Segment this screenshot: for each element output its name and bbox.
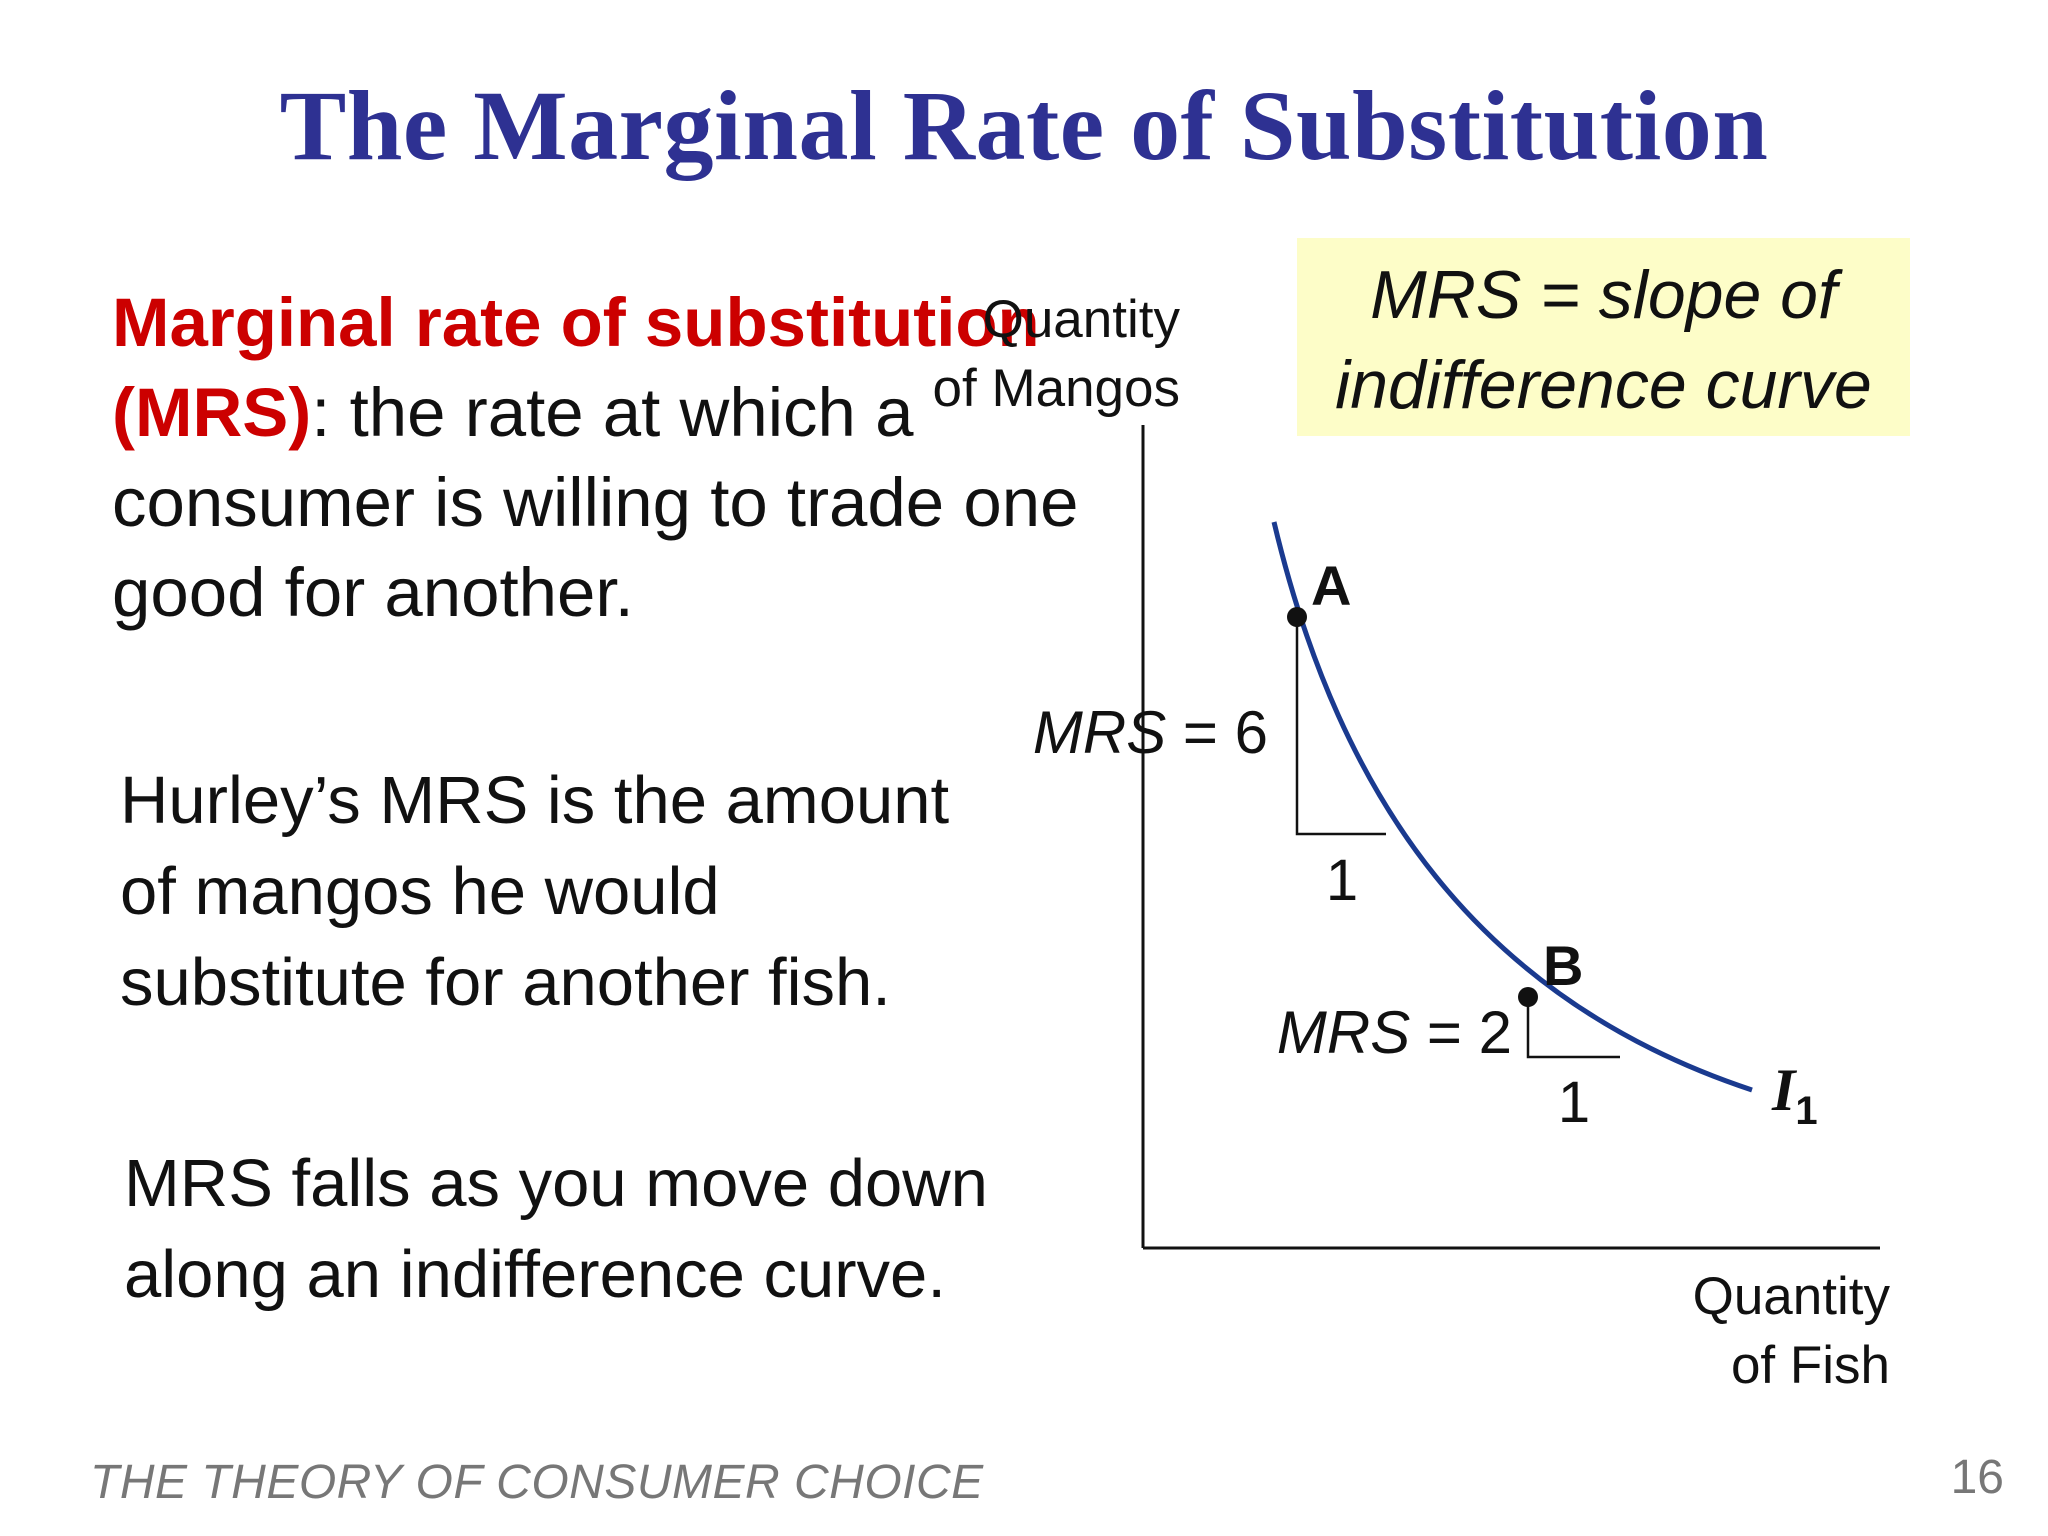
point-a-marker xyxy=(1287,607,1307,627)
mrs-a-label: MRS = 6 xyxy=(1033,699,1268,766)
hurley-mrs-paragraph: Hurley’s MRS is the amount of mangos he … xyxy=(120,763,950,1020)
mrs-a-value: = 6 xyxy=(1166,699,1268,766)
definition-block: Marginal rate of substitution (MRS): the… xyxy=(112,278,1112,638)
curve-label-subscript: 1 xyxy=(1795,1089,1817,1133)
x-axis-label-line-2: of Fish xyxy=(1730,1336,1890,1395)
callout-line-2: indifference curve xyxy=(1335,347,1872,423)
x-axis-label-line-1: Quantity xyxy=(1692,1267,1890,1326)
callout-line-1: MRS = slope of xyxy=(1370,257,1837,333)
mrs-slope-callout: MRS = slope of indifference curve xyxy=(1297,238,1910,436)
run-b-label: 1 xyxy=(1558,1070,1590,1135)
definition-term: Marginal rate of substitution (MRS) xyxy=(112,284,1040,451)
curve-label-letter: I xyxy=(1771,1057,1798,1123)
y-axis-label-line-1: Quantity xyxy=(982,290,1180,349)
run-a-label: 1 xyxy=(1326,848,1358,913)
point-b-marker xyxy=(1518,987,1538,1007)
indifference-curve-i1 xyxy=(1271,521,1753,1093)
footer-chapter-title: THE THEORY OF CONSUMER CHOICE xyxy=(90,1456,984,1509)
x-axis-label: Quantity of Fish xyxy=(1590,1262,1890,1400)
mrs-b-label: MRS = 2 xyxy=(1277,999,1512,1066)
slide-title: The Marginal Rate of Substitution xyxy=(279,70,1769,181)
point-a-label: A xyxy=(1311,554,1351,617)
y-axis-label-line-2: of Mangos xyxy=(932,359,1180,418)
mrs-falls-paragraph: MRS falls as you move down along an indi… xyxy=(124,1146,988,1312)
mrs-b-value: = 2 xyxy=(1410,999,1512,1066)
slope-triangle-a xyxy=(1295,617,1386,836)
curve-label: I1 xyxy=(1771,1057,1818,1133)
mrs-b-italic: MRS xyxy=(1277,999,1410,1066)
y-axis-label: Quantity of Mangos xyxy=(880,285,1180,423)
definition-text: the rate at which a consumer is willing … xyxy=(112,374,1079,631)
mrs-a-italic: MRS xyxy=(1033,699,1166,766)
page-number: 16 xyxy=(1950,1451,2004,1504)
slope-triangle-b xyxy=(1526,997,1620,1059)
definition-colon: : xyxy=(311,374,331,451)
point-b-label: B xyxy=(1543,934,1583,997)
